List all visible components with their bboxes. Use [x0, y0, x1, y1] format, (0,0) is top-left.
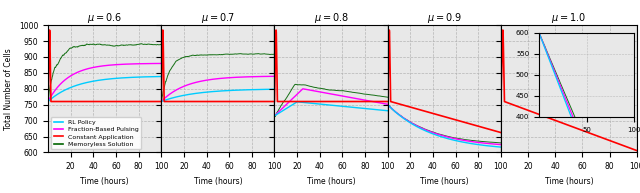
Title: $\mu=0.7$: $\mu=0.7$	[201, 11, 235, 25]
Legend: RL Policy, Fraction-Based Pulsing, Constant Application, Memoryless Solution: RL Policy, Fraction-Based Pulsing, Const…	[51, 117, 141, 149]
Title: $\mu=0.8$: $\mu=0.8$	[314, 11, 349, 25]
Title: $\mu=0.6$: $\mu=0.6$	[87, 11, 122, 25]
X-axis label: Time (hours): Time (hours)	[193, 177, 242, 186]
Title: $\mu=1.0$: $\mu=1.0$	[551, 11, 586, 25]
Y-axis label: Total Number of Cells: Total Number of Cells	[4, 48, 13, 130]
X-axis label: Time (hours): Time (hours)	[420, 177, 468, 186]
X-axis label: Time (hours): Time (hours)	[80, 177, 129, 186]
X-axis label: Time (hours): Time (hours)	[545, 177, 593, 186]
Title: $\mu=0.9$: $\mu=0.9$	[427, 11, 462, 25]
X-axis label: Time (hours): Time (hours)	[307, 177, 355, 186]
